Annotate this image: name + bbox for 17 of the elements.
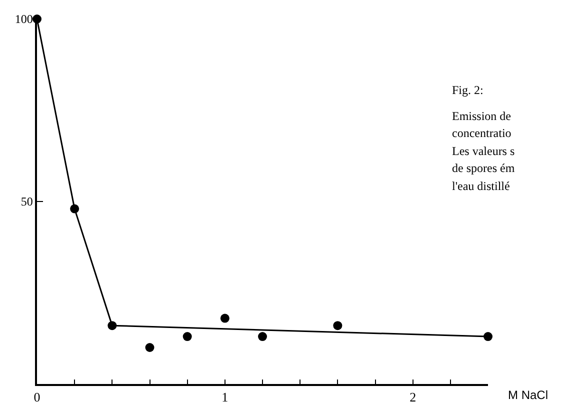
x-tick-label: 2 — [410, 389, 416, 404]
point — [333, 321, 342, 330]
y-tick-label: 50 — [20, 194, 33, 209]
point — [220, 314, 230, 323]
point — [182, 332, 192, 342]
annotation: de spores ém — [452, 161, 516, 175]
point — [145, 343, 154, 352]
annotation: concentratio — [452, 126, 512, 140]
point — [258, 332, 267, 342]
annotation: Les valeurs s — [452, 144, 515, 158]
annotation: l'eau distillé — [452, 179, 510, 193]
x-axis-title: M NaCl — [508, 388, 548, 402]
annotation: Emission de — [452, 109, 511, 123]
x-tick-label: 0 — [34, 389, 40, 404]
x-tick-label: 1 — [222, 389, 228, 404]
y-tick-label: 100 — [14, 12, 33, 26]
annotation: Fig. 2: — [452, 83, 484, 97]
